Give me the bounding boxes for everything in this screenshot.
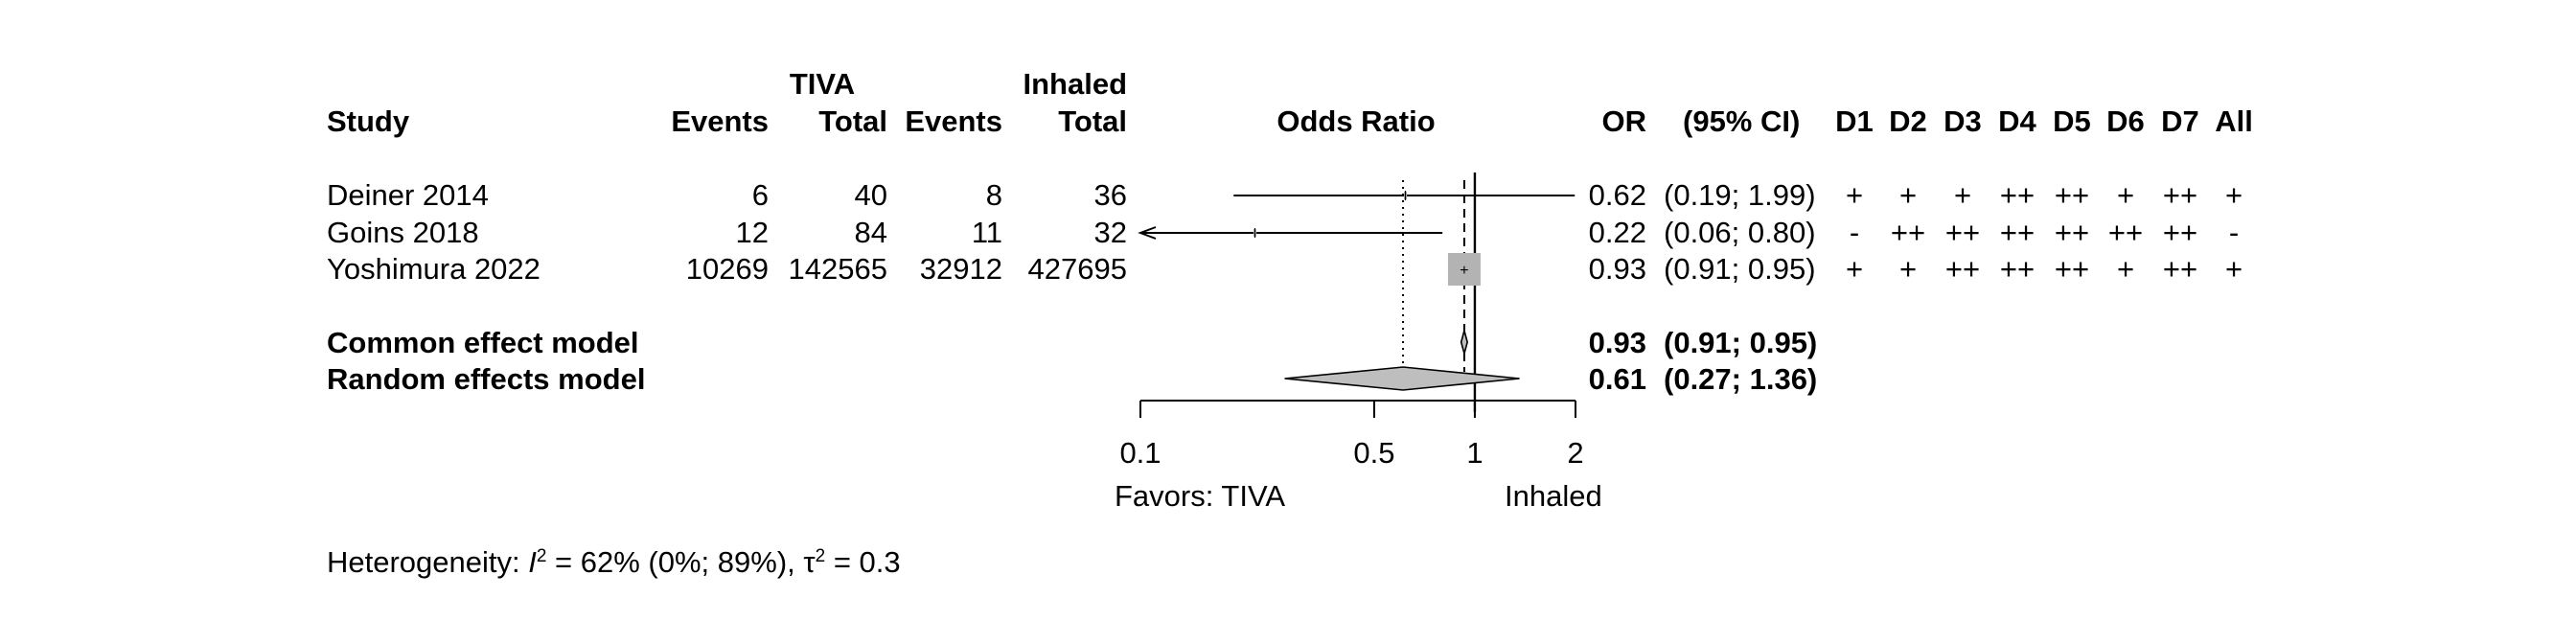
- events-inhaled: 11: [972, 216, 1002, 249]
- rob-d6: +: [2117, 252, 2134, 286]
- domain-header-d2: D2: [1889, 104, 1927, 138]
- events-tiva: 6: [752, 178, 769, 212]
- model-name: Common effect model: [327, 326, 639, 359]
- header-or: OR: [1602, 104, 1647, 138]
- total-inhaled: 427695: [1028, 252, 1127, 286]
- heterogeneity-text: Heterogeneity: I2 = 62% (0%; 89%), τ2 = …: [327, 545, 901, 579]
- rob-d5: ++: [2055, 252, 2089, 286]
- summary-row: Common effect model 0.93 (0.91; 0.95): [327, 326, 1817, 359]
- favors-right-label: Inhaled: [1505, 479, 1602, 513]
- rob-d5: ++: [2055, 216, 2089, 249]
- header-tiva: TIVA: [790, 67, 855, 101]
- rob-d6: ++: [2108, 216, 2143, 249]
- rob-d4: ++: [2000, 178, 2035, 212]
- model-ci-value: (0.91; 0.95): [1664, 326, 1817, 359]
- study-name: Deiner 2014: [327, 178, 489, 212]
- summary-table: Common effect model 0.93 (0.91; 0.95)Rando…: [327, 326, 1817, 396]
- rob-d4: ++: [2000, 216, 2035, 249]
- x-tick-label: 0.1: [1119, 436, 1161, 470]
- header-events-inhaled: Events: [905, 104, 1002, 138]
- model-ci-value: (0.27; 1.36): [1664, 362, 1817, 396]
- study-row: Goins 2018 12 84 11 32 0.22 (0.06; 0.80) - ++ ++ +…: [327, 216, 2239, 249]
- total-inhaled: 36: [1094, 178, 1127, 212]
- summary-diamond: [1460, 327, 1469, 357]
- study-table: Deiner 2014 6 40 8 36 0.62 (0.19; 1.99) + + + ++ ++…: [327, 178, 2242, 286]
- rob-d5: ++: [2055, 178, 2089, 212]
- domain-header-d4: D4: [1998, 104, 2036, 138]
- events-tiva: 10269: [686, 252, 769, 286]
- header-ci: (95% CI): [1683, 104, 1800, 138]
- ci-arrow: [1138, 226, 1157, 240]
- or-value: 0.22: [1589, 216, 1646, 249]
- header-events-tiva: Events: [671, 104, 769, 138]
- total-tiva: 84: [855, 216, 887, 249]
- header-study: Study: [327, 104, 410, 138]
- events-inhaled: 8: [986, 178, 1002, 212]
- rob-d2: +: [1899, 178, 1917, 212]
- study-square: [1447, 253, 1481, 286]
- study-square-mark: +: [1460, 263, 1468, 279]
- domain-header-d3: D3: [1944, 104, 1982, 138]
- header-total-tiva: Total: [818, 104, 887, 138]
- events-tiva: 12: [736, 216, 769, 249]
- domain-header-d5: D5: [2053, 104, 2091, 138]
- rob-d2: ++: [1891, 216, 1925, 249]
- rob-d2: +: [1899, 252, 1917, 286]
- x-tick-label: 0.5: [1353, 436, 1394, 470]
- rob-d6: +: [2117, 178, 2134, 212]
- x-tick-label: 2: [1567, 436, 1583, 470]
- rob-d7: ++: [2163, 252, 2197, 286]
- rob-all: -: [2229, 216, 2239, 249]
- favors-left-label: Favors: TIVA: [1115, 479, 1285, 513]
- header-total-inhaled: Total: [1058, 104, 1127, 138]
- x-tick-label: 1: [1466, 436, 1483, 470]
- model-or-value: 0.61: [1589, 362, 1646, 396]
- study-name: Goins 2018: [327, 216, 479, 249]
- ci-value: (0.91; 0.95): [1664, 252, 1816, 286]
- ci-value: (0.06; 0.80): [1664, 216, 1816, 249]
- or-value: 0.62: [1589, 178, 1646, 212]
- rob-d3: +: [1954, 178, 1971, 212]
- summary-row: Random effects model 0.61 (0.27; 1.36): [327, 362, 1817, 396]
- total-tiva: 40: [855, 178, 887, 212]
- rob-d7: ++: [2163, 216, 2197, 249]
- study-row: Deiner 2014 6 40 8 36 0.62 (0.19; 1.99) + + + ++ ++…: [327, 178, 2242, 212]
- header-odds-ratio: Odds Ratio: [1276, 104, 1435, 138]
- domain-header-d6: D6: [2106, 104, 2145, 138]
- study-row: Yoshimura 2022 10269 142565 32912 427695 0.93…: [327, 252, 2242, 286]
- events-inhaled: 32912: [920, 252, 1002, 286]
- domain-header-d1: D1: [1835, 104, 1874, 138]
- domain-header-d7: D7: [2161, 104, 2199, 138]
- rob-d7: ++: [2163, 178, 2197, 212]
- study-name: Yoshimura 2022: [327, 252, 540, 286]
- model-name: Random effects model: [327, 362, 645, 396]
- rob-all: +: [2225, 178, 2242, 212]
- ci-value: (0.19; 1.99): [1664, 178, 1816, 212]
- plot-area: +0.1 0.5 1 2: [1119, 172, 1584, 470]
- summary-diamond: [1284, 366, 1520, 391]
- total-tiva: 142565: [789, 252, 887, 286]
- total-inhaled: 32: [1094, 216, 1127, 249]
- rob-d3: ++: [1945, 216, 1980, 249]
- model-or-value: 0.93: [1589, 326, 1646, 359]
- or-value: 0.93: [1589, 252, 1646, 286]
- domain-header-all: All: [2215, 104, 2253, 138]
- domain-header-row: D1 D2 D3 D4 D5 D6 D7 All: [1835, 104, 2253, 138]
- rob-d1: +: [1846, 178, 1863, 212]
- rob-d3: ++: [1945, 252, 1980, 286]
- rob-d1: -: [1850, 216, 1859, 249]
- header-inhaled: Inhaled: [1023, 67, 1127, 101]
- rob-d1: +: [1846, 252, 1863, 286]
- rob-d4: ++: [2000, 252, 2035, 286]
- rob-all: +: [2225, 252, 2242, 286]
